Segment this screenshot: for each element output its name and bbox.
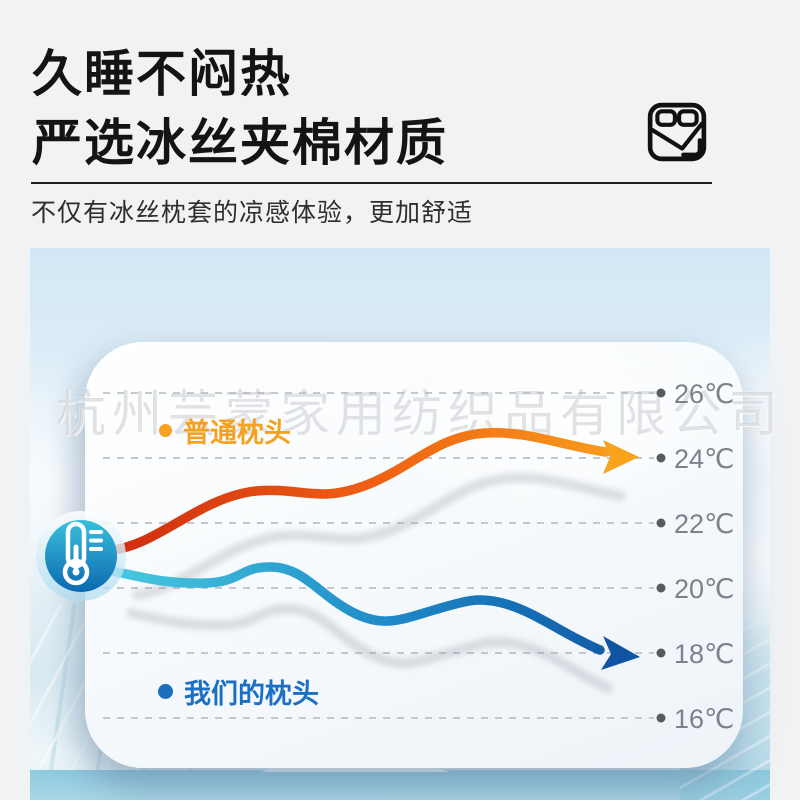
y-tick-label: 22℃ xyxy=(674,509,734,539)
y-tick-label: 26℃ xyxy=(674,379,734,409)
y-tick-label: 24℃ xyxy=(674,444,734,474)
chart-card xyxy=(85,342,743,768)
ice-water-band xyxy=(30,770,770,800)
curve-shadows xyxy=(126,472,626,693)
y-tick-label: 20℃ xyxy=(674,574,734,604)
legend-label-our-pillow: 我们的枕头 xyxy=(184,679,319,709)
gridline-dots xyxy=(656,388,666,723)
legend-label-ordinary-pillow: 普通枕头 xyxy=(183,418,291,448)
ordinary-pillow-arrowhead xyxy=(603,440,639,474)
series-ordinary-pillow-curve xyxy=(107,428,611,555)
temperature-chart: 26℃ 24℃ 22℃ 20℃ 18℃ 16℃ xyxy=(36,379,734,734)
page-title: 久睡不闷热 严选冰丝夹棉材质 xyxy=(32,40,448,178)
y-tick-label: 16℃ xyxy=(674,704,734,734)
bed-duvet-icon xyxy=(647,102,707,162)
thermometer-icon xyxy=(62,521,103,586)
thermometer-badge xyxy=(36,511,126,601)
legend-our-pillow: 我们的枕头 xyxy=(158,672,319,711)
legend-ordinary-pillow: 普通枕头 xyxy=(159,411,291,450)
series-our-pillow-curve xyxy=(108,562,605,655)
header-divider xyxy=(31,182,712,184)
y-tick-label: 18℃ xyxy=(674,639,734,669)
our-pillow-arrowhead xyxy=(601,636,640,670)
legend-dot-orange xyxy=(159,424,172,437)
legend-dot-blue xyxy=(158,684,173,699)
title-line-2: 严选冰丝夹棉材质 xyxy=(32,115,448,171)
title-line-1: 久睡不闷热 xyxy=(32,46,292,102)
page-subtitle: 不仅有冰丝枕套的凉感体验，更加舒适 xyxy=(31,199,474,227)
